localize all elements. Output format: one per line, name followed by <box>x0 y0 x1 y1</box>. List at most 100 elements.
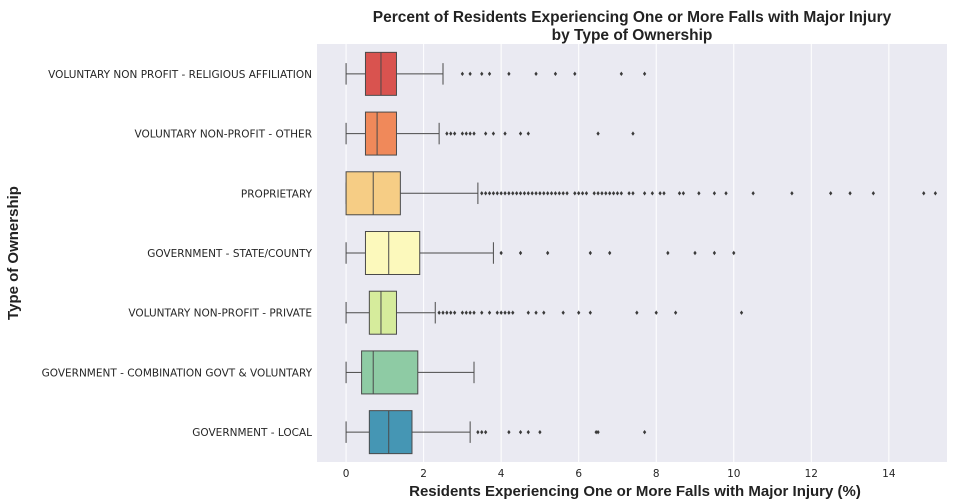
outlier-point <box>871 191 875 196</box>
outlier-point <box>654 310 658 315</box>
box-group <box>345 171 938 216</box>
outlier-point <box>619 71 623 77</box>
outlier-point <box>542 191 546 196</box>
outlier-point <box>666 250 670 256</box>
outlier-point <box>499 250 503 256</box>
outlier-point <box>732 250 736 256</box>
outlier-point <box>507 310 511 315</box>
iqr-box <box>364 231 421 275</box>
outlier-point <box>507 71 511 77</box>
outlier-point <box>933 191 938 196</box>
outlier-point <box>476 429 480 435</box>
outlier-point <box>445 310 449 315</box>
box-group <box>345 231 736 275</box>
outlier-point <box>468 310 472 315</box>
outlier-point <box>596 191 600 196</box>
outlier-point <box>608 191 612 196</box>
outlier-point <box>452 310 457 315</box>
outlier-point <box>480 310 484 315</box>
outlier-point <box>627 191 631 196</box>
outlier-point <box>499 310 503 315</box>
y-axis-label: Type of Ownership <box>5 186 22 320</box>
x-tick-label: 12 <box>805 468 818 480</box>
outlier-point <box>534 191 538 196</box>
outlier-point <box>584 191 589 196</box>
outlier-point <box>588 250 592 256</box>
outlier-point <box>561 310 565 315</box>
x-tick-label: 8 <box>653 468 660 480</box>
chart-title-line-2: by Type of Ownership <box>552 27 713 44</box>
outlier-point <box>553 191 558 196</box>
outlier-point <box>491 191 496 196</box>
outlier-point <box>499 191 503 196</box>
category-label: PROPRIETARY <box>241 188 313 200</box>
outlier-point <box>724 191 728 196</box>
outlier-point <box>790 191 794 196</box>
outlier-point <box>681 191 686 196</box>
box-group <box>345 111 635 156</box>
outlier-point <box>600 191 604 196</box>
outlier-point <box>596 131 600 136</box>
outlier-point <box>608 250 612 256</box>
outlier-point <box>580 191 585 196</box>
outlier-point <box>495 310 499 315</box>
outlier-point <box>526 429 530 435</box>
outlier-point <box>534 310 538 315</box>
outlier-point <box>487 191 492 196</box>
outlier-point <box>468 71 472 77</box>
outlier-point <box>460 310 465 315</box>
outlier-point <box>712 191 717 196</box>
outlier-point <box>538 191 542 196</box>
x-tick-label: 2 <box>420 468 427 480</box>
outlier-point <box>565 191 569 196</box>
outlier-point <box>526 191 530 196</box>
outlier-point <box>557 191 561 196</box>
outlier-point <box>588 310 592 315</box>
outlier-point <box>594 429 598 435</box>
outlier-point <box>611 191 616 196</box>
outlier-point <box>480 429 484 435</box>
outlier-point <box>619 191 623 196</box>
outlier-point <box>650 191 655 196</box>
outlier-point <box>526 310 530 315</box>
outlier-point <box>445 131 449 136</box>
outlier-point <box>526 131 530 136</box>
x-tick-label: 0 <box>343 468 350 480</box>
box-group <box>345 290 744 335</box>
outlier-point <box>468 131 472 136</box>
outlier-point <box>546 250 550 256</box>
outlier-point <box>472 131 476 136</box>
category-label: GOVERNMENT - STATE/COUNTY <box>147 248 312 260</box>
outlier-point <box>518 250 523 256</box>
outlier-point <box>549 191 554 196</box>
x-tick-label: 14 <box>882 468 896 480</box>
outlier-point <box>693 250 697 256</box>
iqr-box <box>368 410 413 455</box>
outlier-point <box>483 429 488 435</box>
outlier-point <box>673 310 678 315</box>
outlier-point <box>534 71 538 77</box>
outlier-point <box>449 131 453 136</box>
outlier-point <box>507 191 511 196</box>
category-label: GOVERNMENT - LOCAL <box>192 427 312 439</box>
iqr-box <box>361 350 419 395</box>
outlier-point <box>518 191 523 196</box>
chart-title-line-1: Percent of Residents Experiencing One or… <box>373 9 892 26</box>
outlier-point <box>472 310 476 315</box>
box-group <box>345 51 647 96</box>
outlier-point <box>751 191 755 196</box>
outlier-point <box>464 310 468 315</box>
outlier-point <box>480 191 484 196</box>
outlier-point <box>697 191 701 196</box>
outlier-point <box>553 71 558 77</box>
outlier-point <box>829 191 833 196</box>
outlier-point <box>511 310 515 315</box>
outlier-point <box>631 191 635 196</box>
outlier-point <box>518 429 523 435</box>
outlier-point <box>642 191 647 196</box>
outlier-point <box>464 131 468 136</box>
outlier-point <box>542 310 546 315</box>
x-axis-label: Residents Experiencing One or More Falls… <box>409 483 861 500</box>
category-label: VOLUNTARY NON-PROFIT - PRIVATE <box>128 308 312 320</box>
outlier-point <box>487 310 492 315</box>
